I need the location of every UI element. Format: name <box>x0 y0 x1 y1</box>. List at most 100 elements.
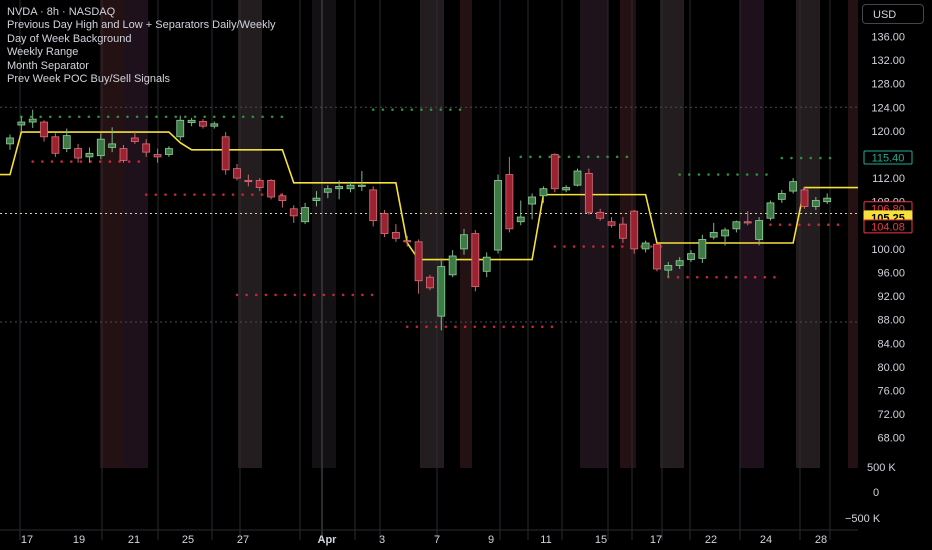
prev-low-dot <box>695 275 699 279</box>
prev-high-dot <box>577 155 580 159</box>
candle-55 <box>630 209 639 254</box>
prev-low-dot <box>264 293 268 297</box>
legend-symbol[interactable]: NVDA · 8h · NASDAQ <box>7 6 116 18</box>
day-band-2 <box>238 0 262 468</box>
prev-low-dot <box>241 193 244 196</box>
candle-19 <box>221 132 230 175</box>
prev-low-dot <box>778 223 782 227</box>
prev-high-dot <box>68 115 71 119</box>
candle-body <box>369 189 378 221</box>
x-tick-label: 21 <box>128 534 140 546</box>
prev-high-dot <box>184 115 187 119</box>
candle-71 <box>811 196 820 210</box>
candle-15 <box>176 115 185 141</box>
prev-low-dot <box>454 325 457 329</box>
prev-high-dot <box>755 173 759 176</box>
candle-body <box>40 121 48 138</box>
prev-high-dot <box>97 115 100 119</box>
volume-tick-label: 500 K <box>867 462 896 474</box>
prev-high-dot <box>606 155 609 159</box>
candle-body <box>516 216 525 223</box>
candle-40 <box>460 228 468 255</box>
legend-indicator-weekly-range[interactable]: Weekly Range <box>7 46 79 59</box>
candle-26 <box>301 202 310 225</box>
candle-61 <box>698 234 707 264</box>
candle-body <box>221 136 230 171</box>
candle-16 <box>187 117 196 127</box>
candle-body <box>199 121 207 127</box>
prev-high-dot <box>270 115 274 119</box>
prev-low-dot <box>649 245 653 248</box>
candle-36 <box>414 239 423 294</box>
legend-indicator-month-separator[interactable]: Month Separator <box>7 59 89 72</box>
prev-low-dot <box>254 293 258 297</box>
candle-body <box>460 234 468 250</box>
prev-low-dot <box>274 293 277 297</box>
chart-legend: NVDA · 8h · NASDAQ Previous Day High and… <box>7 6 276 86</box>
prev-high-dot <box>548 155 551 159</box>
candle-9 <box>108 127 117 153</box>
prev-low-dot <box>541 325 544 329</box>
day-separators <box>19 0 831 540</box>
y-tick-label: 124.00 <box>871 102 905 114</box>
prev-low-dot <box>724 275 728 279</box>
prev-high-dot <box>381 108 385 111</box>
time-axis[interactable]: 17 19 21 25 27 Apr 3 7 9 11 15 17 22 24 28 <box>0 529 858 546</box>
candle-60 <box>687 250 695 262</box>
prev-low-dot <box>60 160 63 163</box>
prev-high-dot <box>164 115 168 119</box>
candle-45 <box>516 200 525 226</box>
candle-body <box>414 241 423 282</box>
currency-button[interactable]: USD <box>862 4 924 24</box>
candle-body <box>630 210 639 250</box>
candle-body <box>255 180 264 188</box>
prev-low-dot <box>463 325 467 329</box>
prev-high-dot <box>145 115 149 119</box>
legend-indicator-prev-day-high-low[interactable]: Previous Day High and Low + Separators D… <box>7 19 276 32</box>
prev-high-dot <box>678 173 681 176</box>
y-tick-label: 120.00 <box>871 126 905 138</box>
prev-low-dot <box>405 325 409 329</box>
prev-low-dot <box>531 325 534 329</box>
candle-body <box>641 242 650 250</box>
candle-58 <box>664 261 673 278</box>
prev-low-dot <box>483 325 486 329</box>
legend-indicator-poc-signals[interactable]: Prev Week POC Buy/Sell Signals <box>7 73 171 86</box>
prev-low-dot <box>425 325 428 329</box>
candle-body <box>130 137 139 142</box>
y-tick-label: 80.00 <box>877 362 905 374</box>
candle-3 <box>40 120 48 142</box>
prev-low-dot <box>798 223 801 227</box>
x-tick-label: 11 <box>540 534 551 546</box>
candle-56 <box>641 240 650 253</box>
x-tick-label: 15 <box>595 534 607 546</box>
prev-low-dot <box>686 275 689 279</box>
candle-65 <box>743 211 752 226</box>
candle-body <box>153 154 162 158</box>
prev-low-dot <box>521 325 525 329</box>
prev-low-dot <box>251 193 254 196</box>
horizontal-levels <box>0 106 858 323</box>
prev-low-dot <box>592 245 595 248</box>
prev-low-dot <box>601 245 605 248</box>
prev-high-dot <box>615 155 619 159</box>
candle-5 <box>62 128 71 153</box>
prev-low-dot <box>312 293 316 297</box>
candle-body <box>777 193 786 200</box>
candle-6 <box>74 143 82 163</box>
candle-28 <box>323 185 332 199</box>
prev-low-dot <box>621 245 624 248</box>
prev-high-dot <box>716 173 720 176</box>
candle-1 <box>17 116 26 133</box>
prev-high-dot <box>586 155 590 159</box>
legend-indicator-day-of-week[interactable]: Day of Week Background <box>7 32 132 45</box>
day-band-11 <box>848 0 858 468</box>
candle-54 <box>619 217 627 243</box>
candle-body <box>755 220 763 240</box>
prev-low-dot <box>676 275 680 279</box>
candle-52 <box>596 208 605 221</box>
candle-46 <box>528 193 536 220</box>
prev-low-dot <box>260 193 264 196</box>
candle-body <box>108 143 117 148</box>
